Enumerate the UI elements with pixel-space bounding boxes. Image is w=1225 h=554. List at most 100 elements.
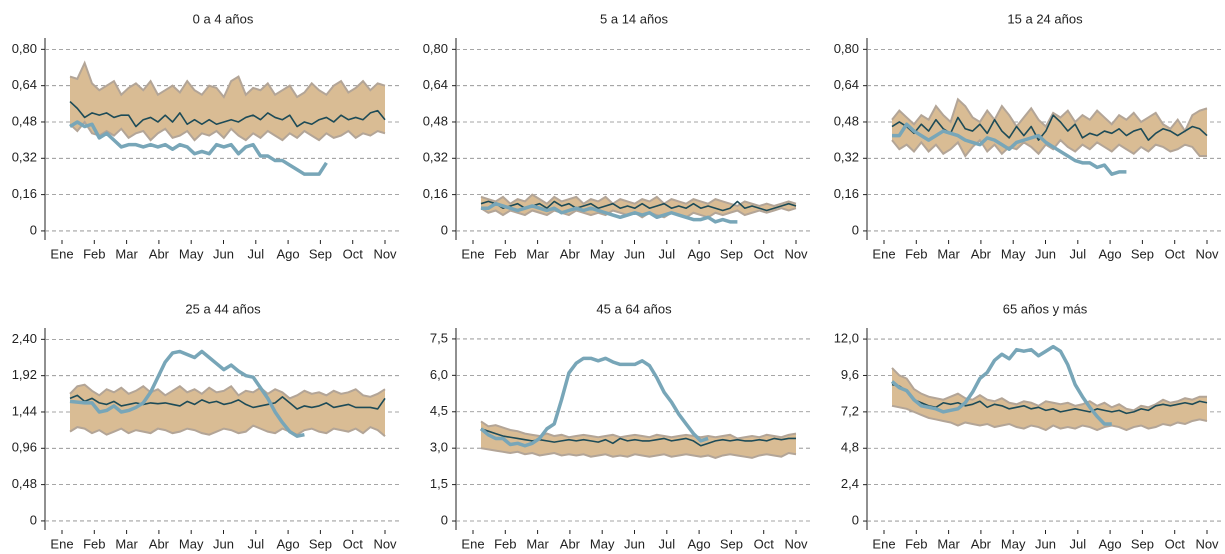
x-tick-label: Nov — [784, 536, 808, 551]
x-tick-label: Oct — [1165, 536, 1186, 551]
x-tick-label: Abr — [971, 536, 992, 551]
x-tick-label: Feb — [905, 536, 927, 551]
x-tick-label: Jul — [658, 246, 675, 261]
x-tick-label: Jun — [624, 246, 645, 261]
series-line — [69, 349, 305, 438]
x-tick-label: Nov — [1195, 536, 1219, 551]
x-tick-label: Abr — [971, 246, 992, 261]
x-tick-label: May — [590, 536, 615, 551]
y-tick-label: 0,16 — [423, 186, 448, 201]
x-tick-label: Ene — [872, 536, 895, 551]
x-tick-label: Oct — [343, 536, 364, 551]
y-tick-label: 0,48 — [423, 113, 448, 128]
x-tick-label: Ago — [688, 246, 711, 261]
x-tick-label: Jul — [658, 536, 675, 551]
x-tick-label: Nov — [373, 246, 397, 261]
x-tick-label: Jul — [247, 246, 264, 261]
y-tick-label: 0,16 — [12, 186, 37, 201]
x-tick-label: Ago — [688, 536, 711, 551]
x-tick-label: Ago — [277, 536, 300, 551]
x-tick-label: Jun — [213, 536, 234, 551]
band-edge — [69, 120, 386, 142]
x-tick-label: Ago — [1099, 536, 1122, 551]
x-tick-label: Mar — [115, 246, 138, 261]
y-tick-label: 0,80 — [423, 41, 448, 56]
y-tick-label: 0,64 — [12, 77, 37, 92]
x-tick-label: Ene — [461, 246, 484, 261]
x-tick-label: Feb — [905, 246, 927, 261]
x-tick-label: Mar — [115, 536, 138, 551]
series-line — [479, 356, 709, 448]
band-edge — [891, 138, 1207, 158]
y-tick-label: 0 — [30, 512, 37, 527]
band-edge — [891, 97, 1208, 134]
y-tick-label: 7,5 — [430, 330, 448, 345]
y-tick-label: 1,5 — [430, 476, 448, 491]
x-tick-label: May — [179, 246, 204, 261]
x-tick-label: Feb — [494, 246, 516, 261]
y-tick-label: 0,80 — [834, 41, 859, 56]
series-line — [481, 201, 738, 224]
y-tick-label: 3,0 — [430, 440, 448, 455]
panel-title: 25 a 44 años — [185, 301, 261, 316]
x-tick-label: Oct — [1165, 246, 1186, 261]
x-tick-label: Abr — [149, 246, 170, 261]
x-tick-label: Nov — [784, 246, 808, 261]
x-tick-label: Jun — [213, 246, 234, 261]
x-tick-label: Jul — [1069, 246, 1086, 261]
panel-title: 65 años y más — [1003, 301, 1088, 316]
x-tick-label: Abr — [149, 536, 170, 551]
y-tick-label: 9,6 — [841, 367, 859, 382]
band-edge — [69, 383, 386, 400]
x-tick-label: Ene — [50, 536, 73, 551]
y-tick-label: 0,48 — [834, 113, 859, 128]
y-tick-label: 0,32 — [12, 150, 37, 165]
y-tick-label: 2,4 — [841, 476, 859, 491]
x-tick-label: Nov — [373, 536, 397, 551]
band-edge — [891, 367, 1207, 412]
y-tick-label: 0 — [852, 222, 859, 237]
x-tick-label: Ene — [872, 246, 895, 261]
x-tick-label: Sep — [720, 246, 743, 261]
x-tick-label: Ene — [50, 246, 73, 261]
y-tick-label: 0,96 — [12, 440, 37, 455]
x-tick-label: Feb — [83, 536, 105, 551]
series-line — [890, 344, 1112, 426]
x-tick-label: May — [1001, 536, 1026, 551]
x-tick-label: Sep — [309, 246, 332, 261]
series-line — [892, 122, 1127, 176]
y-tick-label: 0,32 — [423, 150, 448, 165]
band-edge — [891, 404, 1208, 432]
x-tick-label: Abr — [560, 246, 581, 261]
y-tick-label: 0 — [30, 222, 37, 237]
x-tick-label: Ago — [1099, 246, 1122, 261]
x-tick-label: Jul — [1069, 536, 1086, 551]
y-tick-label: 0,64 — [834, 77, 859, 92]
y-tick-label: 4,5 — [430, 403, 448, 418]
band-area — [70, 62, 385, 141]
band-edge — [480, 447, 797, 459]
x-tick-label: Jul — [247, 536, 264, 551]
y-tick-label: 0,16 — [834, 186, 859, 201]
series-line — [69, 100, 386, 128]
y-tick-label: 0 — [441, 512, 448, 527]
y-tick-label: 1,92 — [12, 367, 37, 382]
y-tick-label: 0,32 — [834, 150, 859, 165]
x-tick-label: Feb — [494, 536, 516, 551]
band-edge — [69, 60, 386, 99]
y-tick-label: 0,48 — [12, 113, 37, 128]
x-tick-label: Sep — [720, 536, 743, 551]
panel-title: 45 a 64 años — [596, 301, 672, 316]
series-line — [69, 120, 328, 176]
y-tick-label: 0 — [852, 512, 859, 527]
x-tick-label: Oct — [754, 246, 775, 261]
x-tick-label: Mar — [526, 536, 549, 551]
panel-title: 15 a 24 años — [1007, 11, 1083, 26]
x-tick-label: Oct — [754, 536, 775, 551]
y-tick-label: 7,2 — [841, 403, 859, 418]
x-tick-label: Ene — [461, 536, 484, 551]
x-tick-label: Jun — [624, 536, 645, 551]
y-tick-label: 1,44 — [12, 403, 37, 418]
series-line — [891, 114, 1208, 141]
y-tick-label: 0 — [441, 222, 448, 237]
